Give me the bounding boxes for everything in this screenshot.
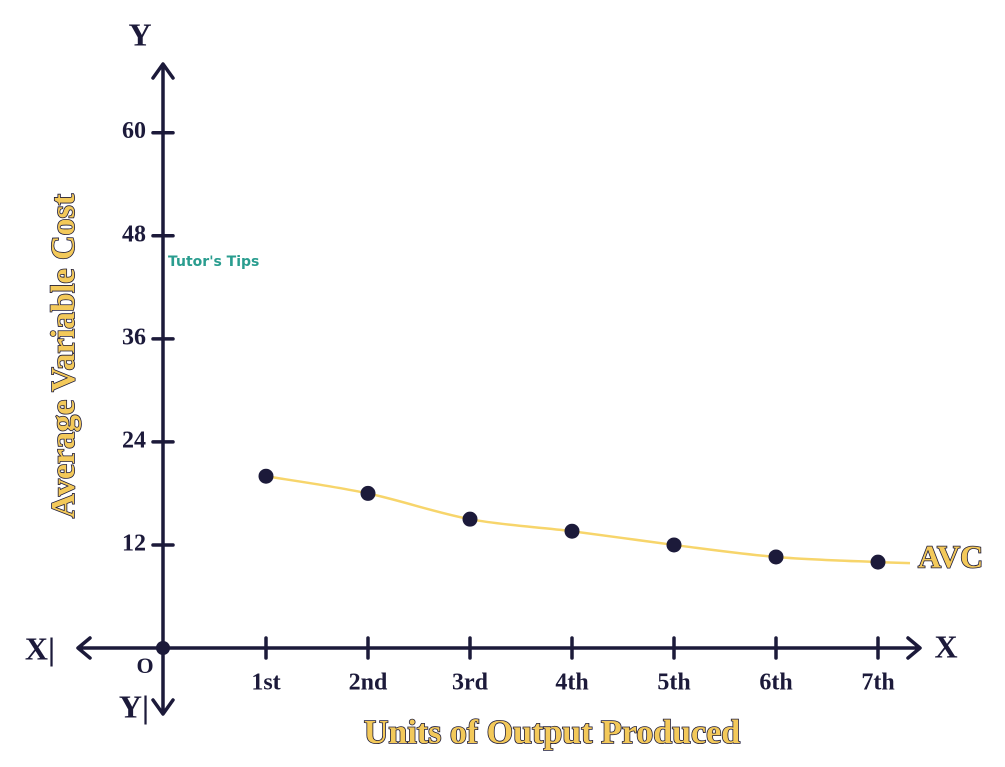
y-tick-label: 24 <box>122 427 146 453</box>
x-tick-label: 4th <box>555 670 588 696</box>
origin-label: O <box>136 653 153 678</box>
x-neg-letter: X| <box>25 630 55 666</box>
data-point <box>870 554 886 570</box>
x-tick-label: 6th <box>759 670 792 696</box>
data-point <box>360 485 376 501</box>
data-point <box>768 549 784 565</box>
series-line <box>265 475 879 564</box>
data-point <box>462 511 478 527</box>
watermark: Tutor's Tips <box>168 254 259 270</box>
origin-dot <box>156 641 170 655</box>
y-tick-label: 60 <box>122 118 146 144</box>
y-tick-label: 12 <box>122 530 146 556</box>
x-tick-label: 3rd <box>452 670 489 696</box>
axes <box>76 62 922 716</box>
x-tick-label: 2nd <box>349 670 388 696</box>
y-tick-label: 36 <box>122 324 146 350</box>
y-axis-title: Average Variable Cost <box>45 193 82 518</box>
x-axis-letter: X <box>934 628 957 664</box>
data-point <box>666 537 682 553</box>
y-tick-label: 48 <box>122 221 146 247</box>
x-tick-label: 5th <box>657 670 690 696</box>
y-axis <box>151 62 175 716</box>
x-tick-label: 7th <box>861 670 894 696</box>
y-neg-letter: Y| <box>119 688 149 724</box>
y-axis-letter: Y <box>128 16 151 52</box>
data-point <box>564 523 580 539</box>
x-tick-label: 1st <box>251 670 280 696</box>
x-axis <box>76 636 922 660</box>
series-label: AVC <box>918 538 983 574</box>
data-point <box>258 468 274 484</box>
x-axis-title: Units of Output Produced <box>364 714 740 751</box>
